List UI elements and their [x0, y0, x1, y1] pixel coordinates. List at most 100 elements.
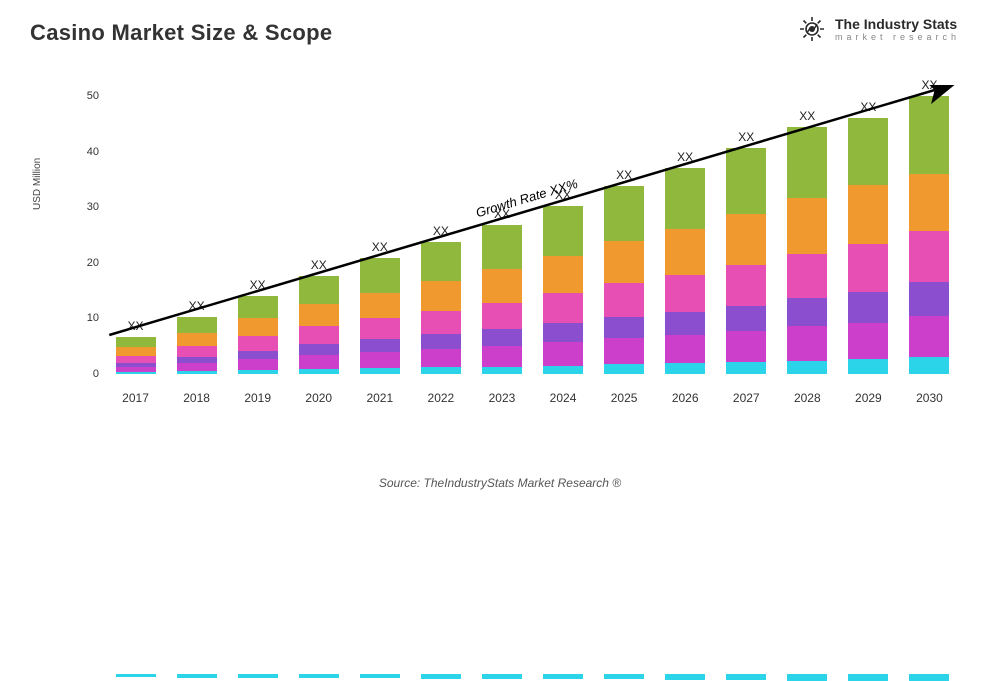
x-tick: 2030 [916, 391, 943, 405]
bar-segment [421, 349, 461, 367]
bar-segment [909, 174, 949, 231]
bar-segment [116, 674, 156, 677]
bar-segment [177, 371, 217, 374]
bar-segment [787, 326, 827, 360]
bar-segment [726, 148, 766, 215]
y-axis-label: USD Million [32, 158, 43, 210]
bar-segment [665, 363, 705, 374]
bar-segment [726, 265, 766, 306]
bar-segment [665, 229, 705, 275]
bar-segment [177, 674, 217, 678]
bar-segment [543, 293, 583, 323]
bar-segment [482, 674, 522, 679]
bar-value-label: XX [616, 168, 632, 182]
bar-segment [116, 337, 156, 347]
bar-segment [909, 231, 949, 282]
bar-segment [177, 333, 217, 346]
bar-segment [604, 241, 644, 283]
y-tick: 40 [87, 146, 105, 158]
bar-segment [482, 329, 522, 346]
bar-segment [909, 674, 949, 681]
bar-segment [299, 304, 339, 326]
x-tick: 2025 [611, 391, 638, 405]
bar-segment [360, 318, 400, 339]
bar-value-label: XX [860, 100, 876, 114]
bar-segment [177, 363, 217, 371]
bar-segment [299, 276, 339, 305]
bar-segment [421, 674, 461, 679]
bar-segment [726, 674, 766, 680]
bar-segment [116, 367, 156, 372]
bar-segment [665, 674, 705, 680]
bar-segment [787, 198, 827, 254]
bar-segment [909, 316, 949, 357]
bar-segment [238, 359, 278, 370]
bar-segment [726, 362, 766, 374]
x-tick: 2024 [550, 391, 577, 405]
bar-segment [848, 185, 888, 244]
bar-segment [787, 254, 827, 298]
x-tick: 2022 [428, 391, 455, 405]
bar-segment [299, 369, 339, 374]
bar-segment [604, 364, 644, 373]
bar-segment [543, 323, 583, 342]
bar-segment [787, 298, 827, 326]
bar-segment [421, 242, 461, 281]
bar-segment [604, 338, 644, 364]
bar-segment [360, 293, 400, 319]
bar-segment [787, 674, 827, 681]
bar-segment [360, 352, 400, 368]
bar-segment [116, 372, 156, 374]
x-tick: 2017 [122, 391, 149, 405]
bar-segment [604, 283, 644, 317]
bar-segment [604, 674, 644, 680]
bar-segment [726, 331, 766, 362]
logo-text-sub: market research [835, 33, 960, 42]
bar-segment [177, 357, 217, 363]
bar-segment [421, 311, 461, 335]
bar-segment [421, 334, 461, 348]
x-tick: 2027 [733, 391, 760, 405]
bar-value-label: XX [433, 224, 449, 238]
bar-segment [848, 292, 888, 323]
bar-segment [909, 282, 949, 316]
bar-segment [238, 351, 278, 359]
y-tick: 30 [87, 201, 105, 213]
bar-segment [116, 363, 156, 367]
y-tick: 20 [87, 257, 105, 269]
bar-segment [116, 356, 156, 363]
bar-segment [848, 323, 888, 360]
x-tick: 2020 [305, 391, 332, 405]
bar-segment [360, 258, 400, 293]
bar-segment [482, 303, 522, 330]
bar-segment [360, 368, 400, 374]
bar-segment [787, 127, 827, 198]
bar-segment [726, 214, 766, 265]
bar-segment [299, 344, 339, 355]
bar-segment [177, 346, 217, 357]
x-tick: 2029 [855, 391, 882, 405]
bar-value-label: XX [128, 319, 144, 333]
bar-segment [299, 355, 339, 369]
bar-value-label: XX [555, 188, 571, 202]
bar-segment [299, 326, 339, 344]
bar-segment [848, 118, 888, 185]
gear-icon [797, 14, 827, 44]
bar-segment [726, 306, 766, 332]
bar-value-label: XX [250, 278, 266, 292]
bar-value-label: XX [494, 207, 510, 221]
bar-segment [665, 335, 705, 363]
bar-segment [543, 674, 583, 680]
bar-segment [787, 361, 827, 374]
bar-segment [238, 674, 278, 678]
bar-segment [482, 346, 522, 367]
bar-segment [543, 256, 583, 293]
bar-segment [360, 339, 400, 352]
bar-segment [482, 367, 522, 374]
bar-value-label: XX [372, 240, 388, 254]
bar-segment [543, 342, 583, 365]
bar-segment [604, 186, 644, 242]
bar-value-label: XX [799, 109, 815, 123]
bar-segment [360, 674, 400, 678]
bar-segment [238, 318, 278, 335]
